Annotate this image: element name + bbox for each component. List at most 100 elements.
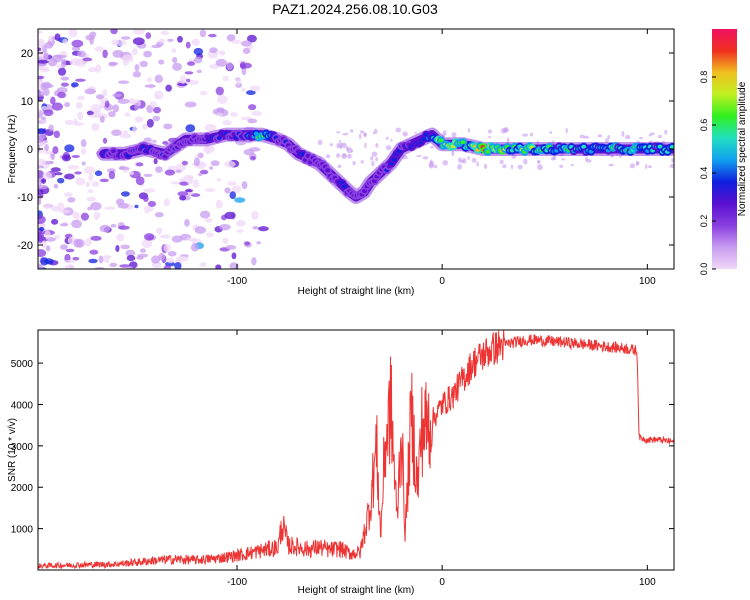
noise-blob	[167, 250, 177, 257]
noise-blob	[147, 77, 152, 82]
noise-blob	[38, 144, 41, 153]
noise-blob	[45, 245, 51, 252]
noise-blob	[222, 120, 232, 126]
noise-blob	[193, 157, 200, 167]
noise-blob	[85, 181, 90, 188]
noise-blob	[89, 31, 97, 38]
noise-blob	[159, 234, 171, 239]
noise-blob	[40, 257, 49, 266]
noise-blob	[149, 101, 157, 108]
noise-blob	[134, 116, 144, 123]
noise-blob	[158, 59, 165, 65]
noise-blob	[41, 177, 47, 184]
noise-blob	[50, 167, 61, 173]
noise-blob	[86, 196, 97, 202]
noise-blob	[402, 131, 408, 137]
noise-blob	[241, 88, 246, 92]
noise-blob	[236, 229, 244, 233]
noise-blob	[125, 249, 136, 257]
noise-blob	[537, 164, 543, 171]
spectrogram-y-ticks: -20 -10 0 10 20	[17, 48, 674, 252]
noise-blob	[88, 67, 98, 73]
noise-blob	[38, 158, 46, 167]
noise-blob	[118, 225, 130, 230]
noise-blob	[38, 109, 41, 113]
noise-blob	[68, 29, 78, 38]
ridge-core	[110, 149, 116, 154]
y-tick-label: 4000	[11, 400, 34, 411]
noise-blob	[50, 218, 59, 225]
noise-blob	[607, 134, 611, 140]
noise-blob	[227, 181, 237, 186]
noise-blob	[184, 71, 194, 75]
noise-blob	[110, 224, 117, 228]
noise-blob	[102, 254, 112, 259]
noise-blob	[38, 232, 43, 242]
noise-blob	[506, 137, 510, 144]
noise-blob	[467, 128, 470, 133]
noise-blob	[621, 131, 625, 137]
noise-blob	[38, 170, 44, 179]
noise-blob	[488, 135, 491, 139]
noise-blob	[127, 266, 134, 269]
noise-blob	[118, 166, 130, 170]
noise-blob	[38, 263, 44, 269]
noise-blob	[341, 153, 347, 159]
noise-blob	[143, 173, 153, 177]
noise-blob	[395, 127, 402, 133]
noise-blob	[133, 29, 145, 35]
noise-blob	[549, 130, 553, 134]
noise-blob	[234, 197, 246, 203]
noise-blob	[99, 115, 105, 123]
noise-blob	[235, 219, 246, 227]
colorbar-tick-label: 0.4	[699, 167, 709, 180]
noise-blob	[99, 224, 111, 233]
noise-blob	[483, 163, 488, 170]
noise-blob	[239, 61, 246, 70]
noise-blob	[226, 62, 234, 71]
noise-blob	[222, 75, 229, 82]
noise-blob	[193, 56, 203, 64]
noise-blob	[224, 160, 236, 168]
noise-blob	[215, 86, 224, 96]
snr-series-line	[38, 330, 674, 570]
noise-blob	[86, 110, 94, 116]
noise-blob	[72, 211, 78, 219]
noise-blob	[51, 102, 64, 111]
noise-blob	[193, 47, 204, 56]
noise-blob	[63, 259, 76, 264]
noise-blob	[38, 93, 44, 97]
colorbar-label: Normalized spectral amplitude	[737, 81, 748, 216]
y-tick-label: 0	[27, 144, 33, 156]
noise-blob	[88, 172, 94, 182]
noise-blob	[110, 29, 118, 35]
noise-blob	[41, 240, 47, 249]
noise-blob	[48, 35, 54, 42]
noise-blob	[250, 156, 256, 160]
ridge-core	[460, 140, 466, 145]
colorbar-tick-label: 0.0	[699, 263, 709, 276]
noise-blob	[94, 46, 104, 52]
noise-blob	[153, 106, 161, 114]
noise-blob	[529, 132, 534, 137]
noise-blob	[156, 227, 163, 235]
noise-blob	[99, 178, 109, 183]
noise-blob	[134, 204, 139, 209]
noise-blob	[145, 32, 152, 40]
noise-blob	[62, 38, 68, 45]
noise-blob	[116, 233, 125, 242]
noise-blob	[77, 50, 86, 58]
noise-blob	[187, 79, 200, 85]
noise-blob	[70, 82, 79, 88]
noise-blob	[91, 122, 100, 131]
noise-blob	[256, 241, 261, 245]
noise-blob	[88, 258, 98, 264]
noise-blob	[118, 80, 130, 84]
noise-blob	[240, 40, 252, 47]
noise-blob	[248, 147, 261, 152]
noise-blob	[246, 90, 256, 96]
noise-blob	[451, 150, 455, 157]
noise-blob	[128, 171, 135, 176]
x-tick-label: 100	[639, 577, 656, 588]
